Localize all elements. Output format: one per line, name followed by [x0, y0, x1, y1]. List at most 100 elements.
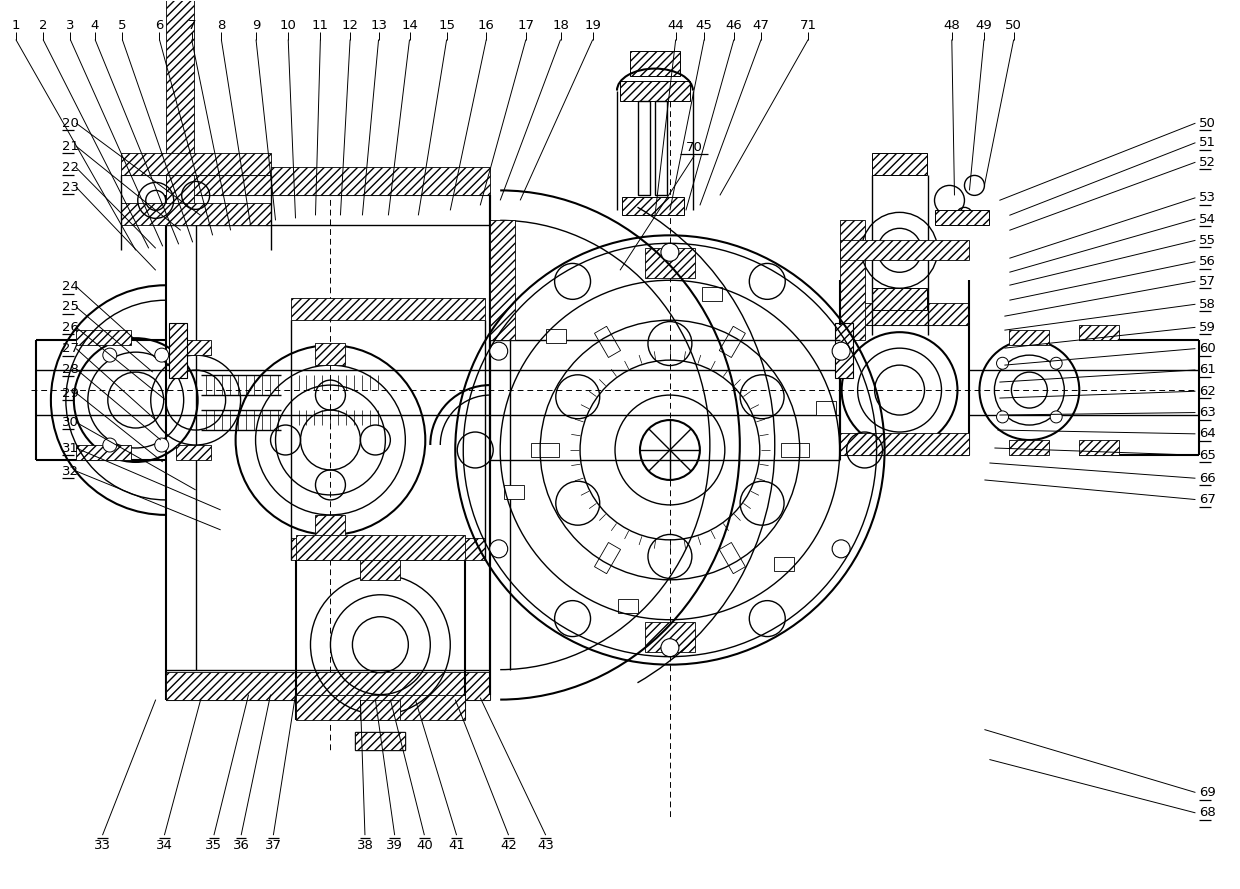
Text: 4: 4	[91, 19, 99, 32]
Circle shape	[155, 438, 169, 452]
Bar	[76, 330, 130, 345]
Bar	[839, 303, 970, 325]
Text: 26: 26	[62, 321, 79, 334]
Bar	[503, 485, 523, 499]
Bar	[618, 599, 639, 613]
Bar	[872, 288, 926, 310]
Text: 63: 63	[1199, 406, 1216, 419]
Bar	[645, 621, 694, 652]
Text: 12: 12	[341, 19, 358, 32]
Text: 5: 5	[118, 19, 126, 32]
Text: 42: 42	[500, 839, 517, 853]
Text: 45: 45	[696, 19, 713, 32]
Text: 67: 67	[1199, 493, 1216, 506]
Text: 38: 38	[357, 839, 373, 853]
Bar	[781, 443, 808, 457]
Text: 2: 2	[38, 19, 47, 32]
Bar	[531, 443, 559, 457]
Bar	[315, 343, 346, 365]
Text: 10: 10	[280, 19, 296, 32]
Circle shape	[1050, 411, 1063, 423]
Bar	[839, 220, 864, 340]
Circle shape	[661, 244, 680, 261]
Text: 25: 25	[62, 300, 79, 314]
Text: 47: 47	[753, 19, 770, 32]
Bar	[546, 329, 565, 342]
Circle shape	[832, 540, 851, 557]
Text: 48: 48	[944, 19, 960, 32]
Text: 69: 69	[1199, 786, 1216, 799]
Text: 64: 64	[1199, 428, 1216, 440]
Text: 44: 44	[667, 19, 684, 32]
Bar	[1009, 330, 1049, 345]
Circle shape	[997, 411, 1008, 423]
Circle shape	[490, 540, 507, 557]
Text: 41: 41	[448, 839, 465, 853]
Circle shape	[103, 348, 117, 362]
Bar	[290, 298, 485, 320]
Bar	[76, 445, 130, 460]
Text: 18: 18	[552, 19, 569, 32]
Text: 46: 46	[725, 19, 743, 32]
Text: 8: 8	[217, 19, 226, 32]
Bar	[935, 211, 990, 225]
Bar	[655, 100, 667, 196]
Circle shape	[490, 342, 507, 360]
Bar	[166, 672, 490, 700]
Bar	[835, 324, 853, 378]
Text: 32: 32	[62, 465, 79, 477]
Text: 29: 29	[62, 387, 79, 399]
Text: 40: 40	[415, 839, 433, 853]
Text: 11: 11	[312, 19, 329, 32]
Bar	[490, 220, 515, 340]
Text: 54: 54	[1199, 212, 1216, 226]
Text: 53: 53	[1199, 191, 1216, 204]
Bar	[839, 433, 970, 455]
Text: 57: 57	[1199, 275, 1216, 288]
Text: 68: 68	[1199, 806, 1216, 820]
Text: 55: 55	[1199, 234, 1216, 247]
Bar	[1079, 440, 1120, 455]
Text: 7: 7	[187, 19, 196, 32]
Bar	[839, 240, 970, 260]
Bar	[295, 694, 465, 719]
Bar	[1079, 325, 1120, 340]
Text: 20: 20	[62, 116, 79, 130]
Text: 49: 49	[976, 19, 992, 32]
Text: 21: 21	[62, 140, 79, 153]
Text: 14: 14	[401, 19, 418, 32]
Bar	[166, 167, 490, 196]
Text: 16: 16	[477, 19, 495, 32]
Text: 39: 39	[386, 839, 403, 853]
Bar	[702, 287, 722, 300]
Text: 28: 28	[62, 363, 79, 375]
Text: 59: 59	[1199, 321, 1216, 334]
Text: 71: 71	[800, 19, 817, 32]
Text: 15: 15	[438, 19, 455, 32]
Bar	[356, 732, 405, 749]
Bar	[816, 401, 836, 415]
Text: 22: 22	[62, 161, 79, 174]
Bar	[361, 700, 401, 719]
Bar	[620, 81, 689, 100]
Bar	[637, 100, 650, 196]
Bar	[719, 326, 745, 357]
Text: 50: 50	[1006, 19, 1022, 32]
Text: 65: 65	[1199, 449, 1216, 461]
Text: 19: 19	[584, 19, 601, 32]
Text: 43: 43	[537, 839, 554, 853]
Text: 34: 34	[156, 839, 172, 853]
Text: 33: 33	[94, 839, 112, 853]
Text: 37: 37	[265, 839, 281, 853]
Text: 36: 36	[233, 839, 249, 853]
Circle shape	[155, 348, 169, 362]
Bar	[872, 154, 926, 175]
Bar	[645, 248, 694, 278]
Bar	[120, 204, 270, 225]
Text: 24: 24	[62, 280, 79, 293]
Bar	[120, 154, 270, 175]
Text: 51: 51	[1199, 136, 1216, 149]
Text: 66: 66	[1199, 472, 1216, 485]
Text: 27: 27	[62, 342, 79, 355]
Circle shape	[832, 342, 851, 360]
